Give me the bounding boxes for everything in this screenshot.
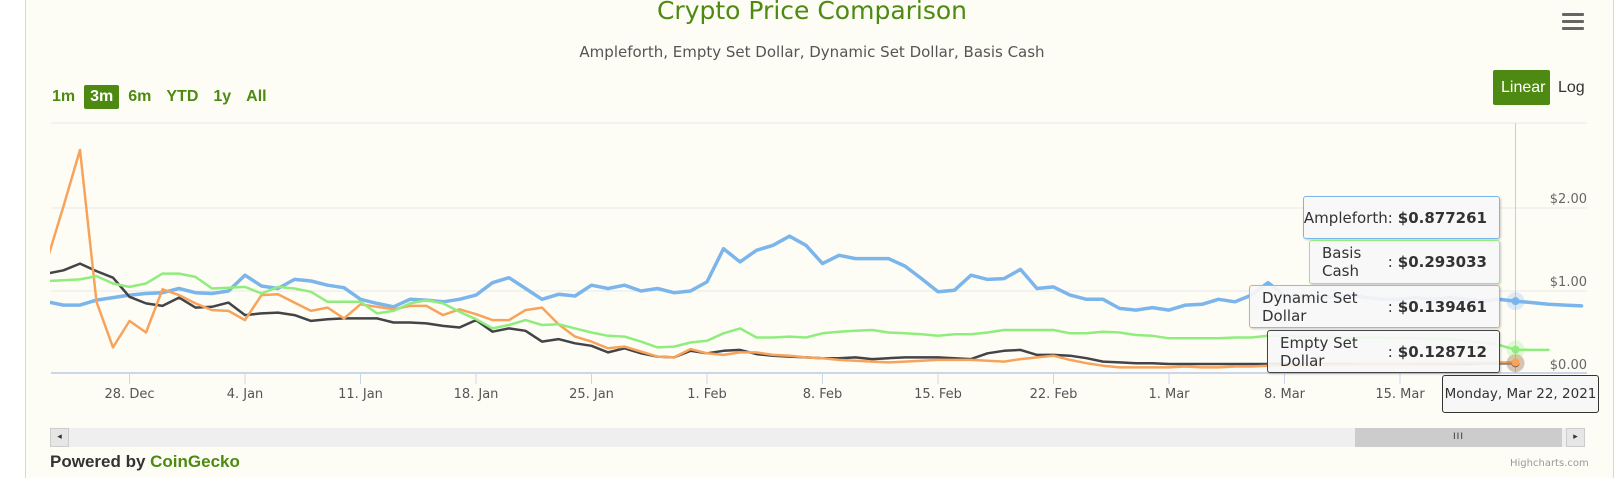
x-tick-label: 15. Mar [1375,387,1425,402]
tooltip-dynamic-set-dollar: Dynamic Set Dollar: $0.139461 [1249,285,1500,328]
scale-toggle: Linear Log [1493,70,1593,105]
y-tick-label: $1.00 [1550,275,1587,290]
range-button-3m[interactable]: 3m [84,85,120,109]
tooltip-series-name: Ampleforth [1303,208,1388,227]
hover-point-basis-cash [1511,345,1520,354]
navigator-scrollbar[interactable]: ◂ III ▸ [50,428,1585,447]
tooltip-date-label: Monday, Mar 22, 2021 [1442,375,1599,413]
x-tick-label: 11. Jan [338,387,383,402]
x-tick-label: 8. Feb [803,387,843,402]
tooltip-value: $0.139461 [1397,297,1487,316]
linear-scale-button[interactable]: Linear [1493,70,1550,105]
range-button-all[interactable]: All [246,88,267,105]
scroll-left-arrow-icon[interactable]: ◂ [50,428,69,447]
range-selector: 1m 3m 6m YTD 1y All [46,85,276,109]
x-tick-label: 8. Mar [1264,387,1306,402]
chart-container [25,0,1614,478]
x-tick-label: 28. Dec [105,387,155,402]
range-button-6m[interactable]: 6m [128,88,152,105]
coingecko-link[interactable]: CoinGecko [150,452,240,471]
highcharts-credits[interactable]: Highcharts.com [1510,458,1589,469]
chart-subtitle: Ampleforth, Empty Set Dollar, Dynamic Se… [579,43,1045,61]
tooltip-empty-set-dollar: Empty Set Dollar: $0.128712 [1267,330,1500,373]
scroll-right-arrow-icon[interactable]: ▸ [1566,428,1585,447]
log-scale-button[interactable]: Log [1558,79,1585,96]
y-tick-label: $0.00 [1550,358,1587,373]
tooltip-series-name: Dynamic Set Dollar [1262,288,1358,325]
scrollbar-thumb[interactable]: III [1355,428,1562,447]
y-tick-label: $2.00 [1550,192,1587,207]
range-button-1y[interactable]: 1y [213,88,232,105]
x-tick-label: 1. Mar [1148,387,1190,402]
hover-point-ampleforth [1511,297,1520,306]
tooltip-series-name: Empty Set Dollar [1280,333,1358,370]
x-tick-label: 18. Jan [454,387,499,402]
range-button-ytd[interactable]: YTD [166,88,199,105]
x-tick-label: 4. Jan [227,387,264,402]
chart-title: Crypto Price Comparison [656,0,968,25]
powered-by-text: Powered by [50,452,151,471]
range-button-1m[interactable]: 1m [52,88,76,105]
tooltip-value: $0.877261 [1397,208,1487,227]
tooltip-basis-cash: Basis Cash: $0.293033 [1309,240,1500,284]
x-tick-label: 25. Jan [569,387,614,402]
x-tick-label: 22. Feb [1030,387,1078,402]
powered-by: Powered by CoinGecko [50,452,240,472]
tooltip-value: $0.293033 [1397,253,1487,271]
tooltip-value: $0.128712 [1397,342,1487,361]
tooltip-ampleforth: Ampleforth: $0.877261 [1303,196,1500,239]
hover-point-dynamic-set-dollar [1511,358,1520,367]
x-tick-label: 15. Feb [914,387,962,402]
tooltip-series-name: Basis Cash [1322,244,1362,280]
x-tick-label: 1. Feb [687,387,727,402]
hamburger-menu-icon[interactable] [1562,13,1584,30]
